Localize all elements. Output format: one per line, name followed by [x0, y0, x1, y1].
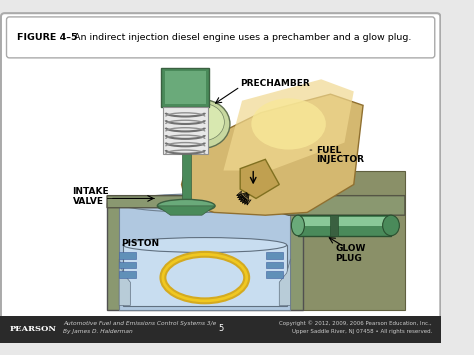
Text: FUEL: FUEL	[317, 146, 342, 154]
Bar	[119, 252, 136, 259]
Ellipse shape	[182, 104, 224, 141]
Text: Upper Saddle River, NJ 07458 • All rights reserved.: Upper Saddle River, NJ 07458 • All right…	[292, 329, 432, 334]
Text: Automotive Fuel and Emissions Control Systems 3/e: Automotive Fuel and Emissions Control Sy…	[64, 321, 217, 326]
Polygon shape	[157, 206, 215, 215]
Ellipse shape	[119, 194, 291, 212]
Bar	[330, 215, 338, 236]
Polygon shape	[289, 170, 405, 310]
Bar	[298, 215, 391, 236]
FancyBboxPatch shape	[7, 17, 435, 58]
Polygon shape	[119, 259, 130, 306]
Bar	[107, 203, 302, 310]
Bar	[119, 271, 136, 278]
Ellipse shape	[251, 98, 326, 149]
Text: FIGURE 4–5: FIGURE 4–5	[17, 33, 77, 42]
Bar	[119, 262, 136, 268]
Bar	[266, 262, 283, 268]
Bar	[123, 245, 287, 306]
Bar	[163, 107, 208, 154]
Polygon shape	[240, 159, 279, 198]
Bar	[0, 316, 441, 343]
Bar	[119, 203, 291, 310]
Polygon shape	[223, 79, 354, 170]
Bar	[300, 217, 389, 226]
Ellipse shape	[157, 200, 215, 212]
Ellipse shape	[383, 215, 400, 236]
Bar	[165, 71, 206, 104]
Text: By James D. Halderman: By James D. Halderman	[64, 329, 133, 334]
Ellipse shape	[176, 100, 230, 148]
Text: GLOW: GLOW	[335, 244, 365, 253]
Text: PLUG: PLUG	[335, 253, 362, 263]
Text: Copyright © 2012, 2009, 2006 Pearson Education, Inc.,: Copyright © 2012, 2009, 2006 Pearson Edu…	[279, 320, 432, 326]
Text: INTAKE: INTAKE	[73, 187, 109, 196]
Text: VALVE: VALVE	[73, 197, 104, 206]
Ellipse shape	[123, 237, 287, 252]
Text: INJECTOR: INJECTOR	[317, 155, 365, 164]
Bar	[266, 271, 283, 278]
Bar	[266, 252, 283, 259]
FancyBboxPatch shape	[1, 13, 440, 339]
Bar	[161, 68, 210, 107]
Polygon shape	[182, 94, 363, 215]
Text: PRECHAMBER: PRECHAMBER	[240, 78, 310, 88]
Text: An indirect injection diesel engine uses a prechamber and a glow plug.: An indirect injection diesel engine uses…	[71, 33, 411, 42]
Ellipse shape	[292, 215, 304, 236]
Bar	[182, 154, 191, 205]
Polygon shape	[279, 259, 291, 306]
Text: 5: 5	[218, 324, 223, 333]
Text: PEARSON: PEARSON	[9, 325, 56, 333]
Text: PISTON: PISTON	[121, 239, 159, 248]
Polygon shape	[107, 196, 405, 215]
